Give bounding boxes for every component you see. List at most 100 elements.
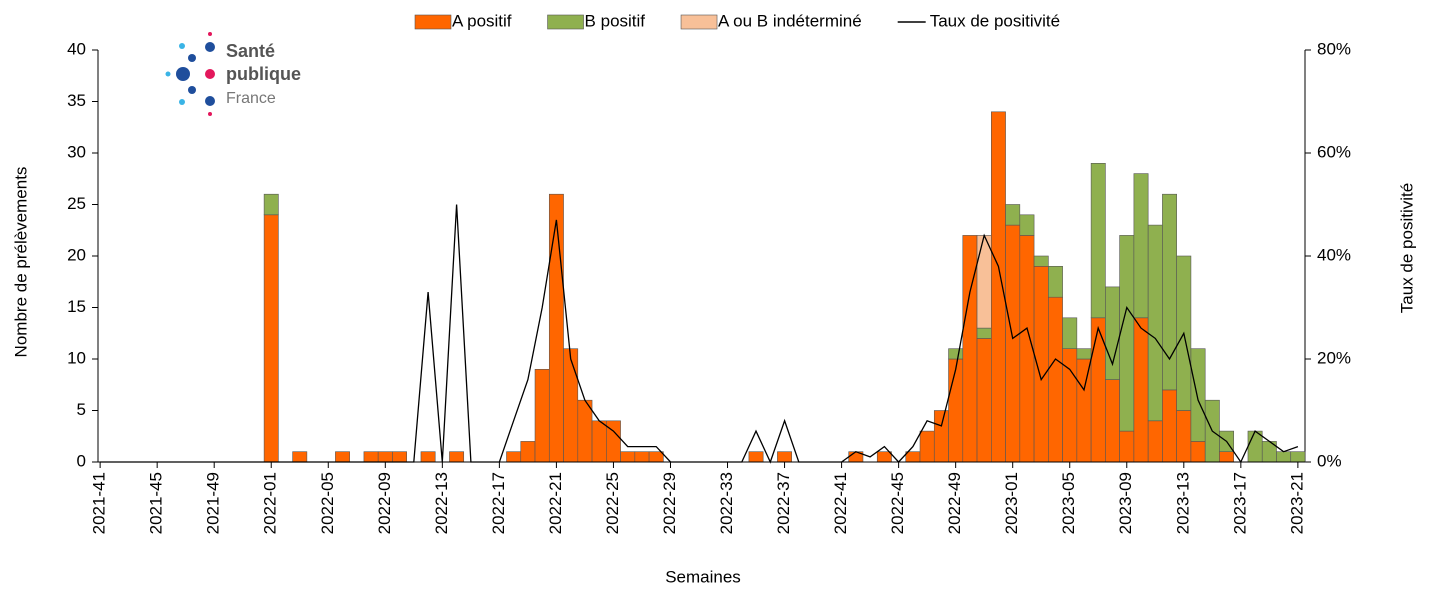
bar	[1176, 410, 1192, 463]
y-axis-label: Nombre de prélèvements	[11, 167, 30, 358]
x-tick-label: 2021-41	[90, 472, 109, 534]
bar	[1062, 317, 1078, 349]
bar	[905, 451, 921, 463]
x-tick-label: 2022-13	[432, 472, 451, 534]
x-tick-label: 2022-49	[945, 472, 964, 534]
x-tick-label: 2022-41	[831, 472, 850, 534]
legend-swatch	[680, 14, 718, 30]
logo-text: Santé	[226, 41, 275, 61]
bar	[263, 214, 279, 463]
y2-tick-label: 40%	[1317, 245, 1351, 264]
x-tick-label: 2023-13	[1173, 472, 1192, 534]
logo-dot	[188, 54, 196, 62]
legend-label: A positif	[452, 11, 512, 30]
logo-dot	[205, 96, 215, 106]
y-tick-label: 30	[67, 142, 86, 161]
legend-swatch	[414, 14, 452, 30]
x-tick-label: 2022-21	[546, 472, 565, 534]
bar	[1147, 420, 1163, 463]
x-tick-label: 2022-37	[774, 472, 793, 534]
bar	[335, 451, 350, 463]
line	[100, 204, 1299, 464]
bar	[1190, 441, 1206, 463]
bar	[948, 358, 964, 463]
legend-label: Taux de positivité	[930, 11, 1060, 30]
y-tick-label: 10	[67, 348, 86, 367]
y-tick-label: 0	[77, 451, 86, 470]
bar	[948, 348, 964, 360]
bar	[1005, 204, 1021, 226]
x-tick-label: 2023-17	[1230, 472, 1249, 534]
x-tick-label: 2021-49	[204, 472, 223, 534]
y-tick-label: 15	[67, 297, 86, 316]
bar	[548, 193, 564, 463]
bar	[392, 451, 407, 463]
legend-label: A ou B indéterminé	[718, 11, 862, 30]
y-tick-label: 20	[67, 245, 86, 264]
y2-tick-label: 80%	[1317, 39, 1351, 58]
y-tick-label: 25	[67, 194, 86, 213]
bar	[1105, 379, 1120, 463]
bar	[1076, 348, 1092, 360]
logo-dot	[205, 69, 215, 79]
bar	[976, 327, 992, 339]
bar	[1019, 235, 1035, 463]
bar	[1005, 224, 1021, 463]
bar	[748, 451, 764, 463]
logo: Santé publique France	[165, 32, 301, 116]
bar	[962, 235, 978, 463]
x-tick-label: 2022-17	[489, 472, 508, 534]
bar	[1019, 214, 1035, 236]
bar	[976, 235, 992, 329]
y-tick-label: 5	[77, 400, 86, 419]
bar	[377, 451, 393, 463]
bar	[1033, 255, 1049, 267]
legend-swatch	[547, 14, 584, 30]
bar	[263, 193, 279, 216]
bar	[591, 420, 607, 463]
logo-dot	[176, 67, 190, 81]
logo-dot	[188, 86, 196, 94]
x-tick-label: 2022-33	[717, 472, 736, 534]
y-tick-label: 35	[67, 91, 86, 110]
bar	[1119, 430, 1135, 463]
bar	[777, 451, 792, 463]
x-tick-label: 2022-09	[375, 472, 394, 534]
logo-dot	[208, 32, 212, 36]
bar	[1190, 348, 1206, 442]
x-tick-label: 2022-29	[660, 472, 679, 534]
bar	[1247, 430, 1263, 463]
logo-dot	[208, 112, 212, 116]
x-tick-label: 2022-45	[888, 472, 907, 534]
bar	[976, 338, 992, 463]
bar	[1162, 389, 1177, 463]
bar	[933, 410, 949, 463]
bar	[449, 451, 465, 463]
bar	[1048, 265, 1063, 298]
x-tick-label: 2022-05	[318, 472, 337, 534]
x-tick-label: 2021-45	[147, 472, 166, 534]
x-tick-label: 2022-25	[603, 472, 622, 534]
logo-dot	[179, 43, 185, 49]
y2-tick-label: 0%	[1317, 451, 1342, 470]
bar	[363, 451, 379, 463]
bar	[1219, 451, 1235, 463]
bar	[1290, 451, 1306, 463]
logo-dot	[165, 71, 171, 77]
bar	[1133, 173, 1149, 319]
bar	[534, 368, 550, 463]
bar	[991, 111, 1006, 463]
bar	[620, 451, 636, 463]
bar	[1119, 235, 1135, 432]
bar	[648, 451, 664, 463]
x-tick-label: 2023-09	[1116, 472, 1135, 534]
y2-tick-label: 60%	[1317, 142, 1351, 161]
bar	[1162, 193, 1177, 391]
logo-dot	[205, 42, 215, 52]
bar	[1048, 296, 1063, 463]
bar	[1147, 224, 1163, 422]
logo-text: France	[226, 90, 276, 107]
bar	[577, 399, 593, 463]
